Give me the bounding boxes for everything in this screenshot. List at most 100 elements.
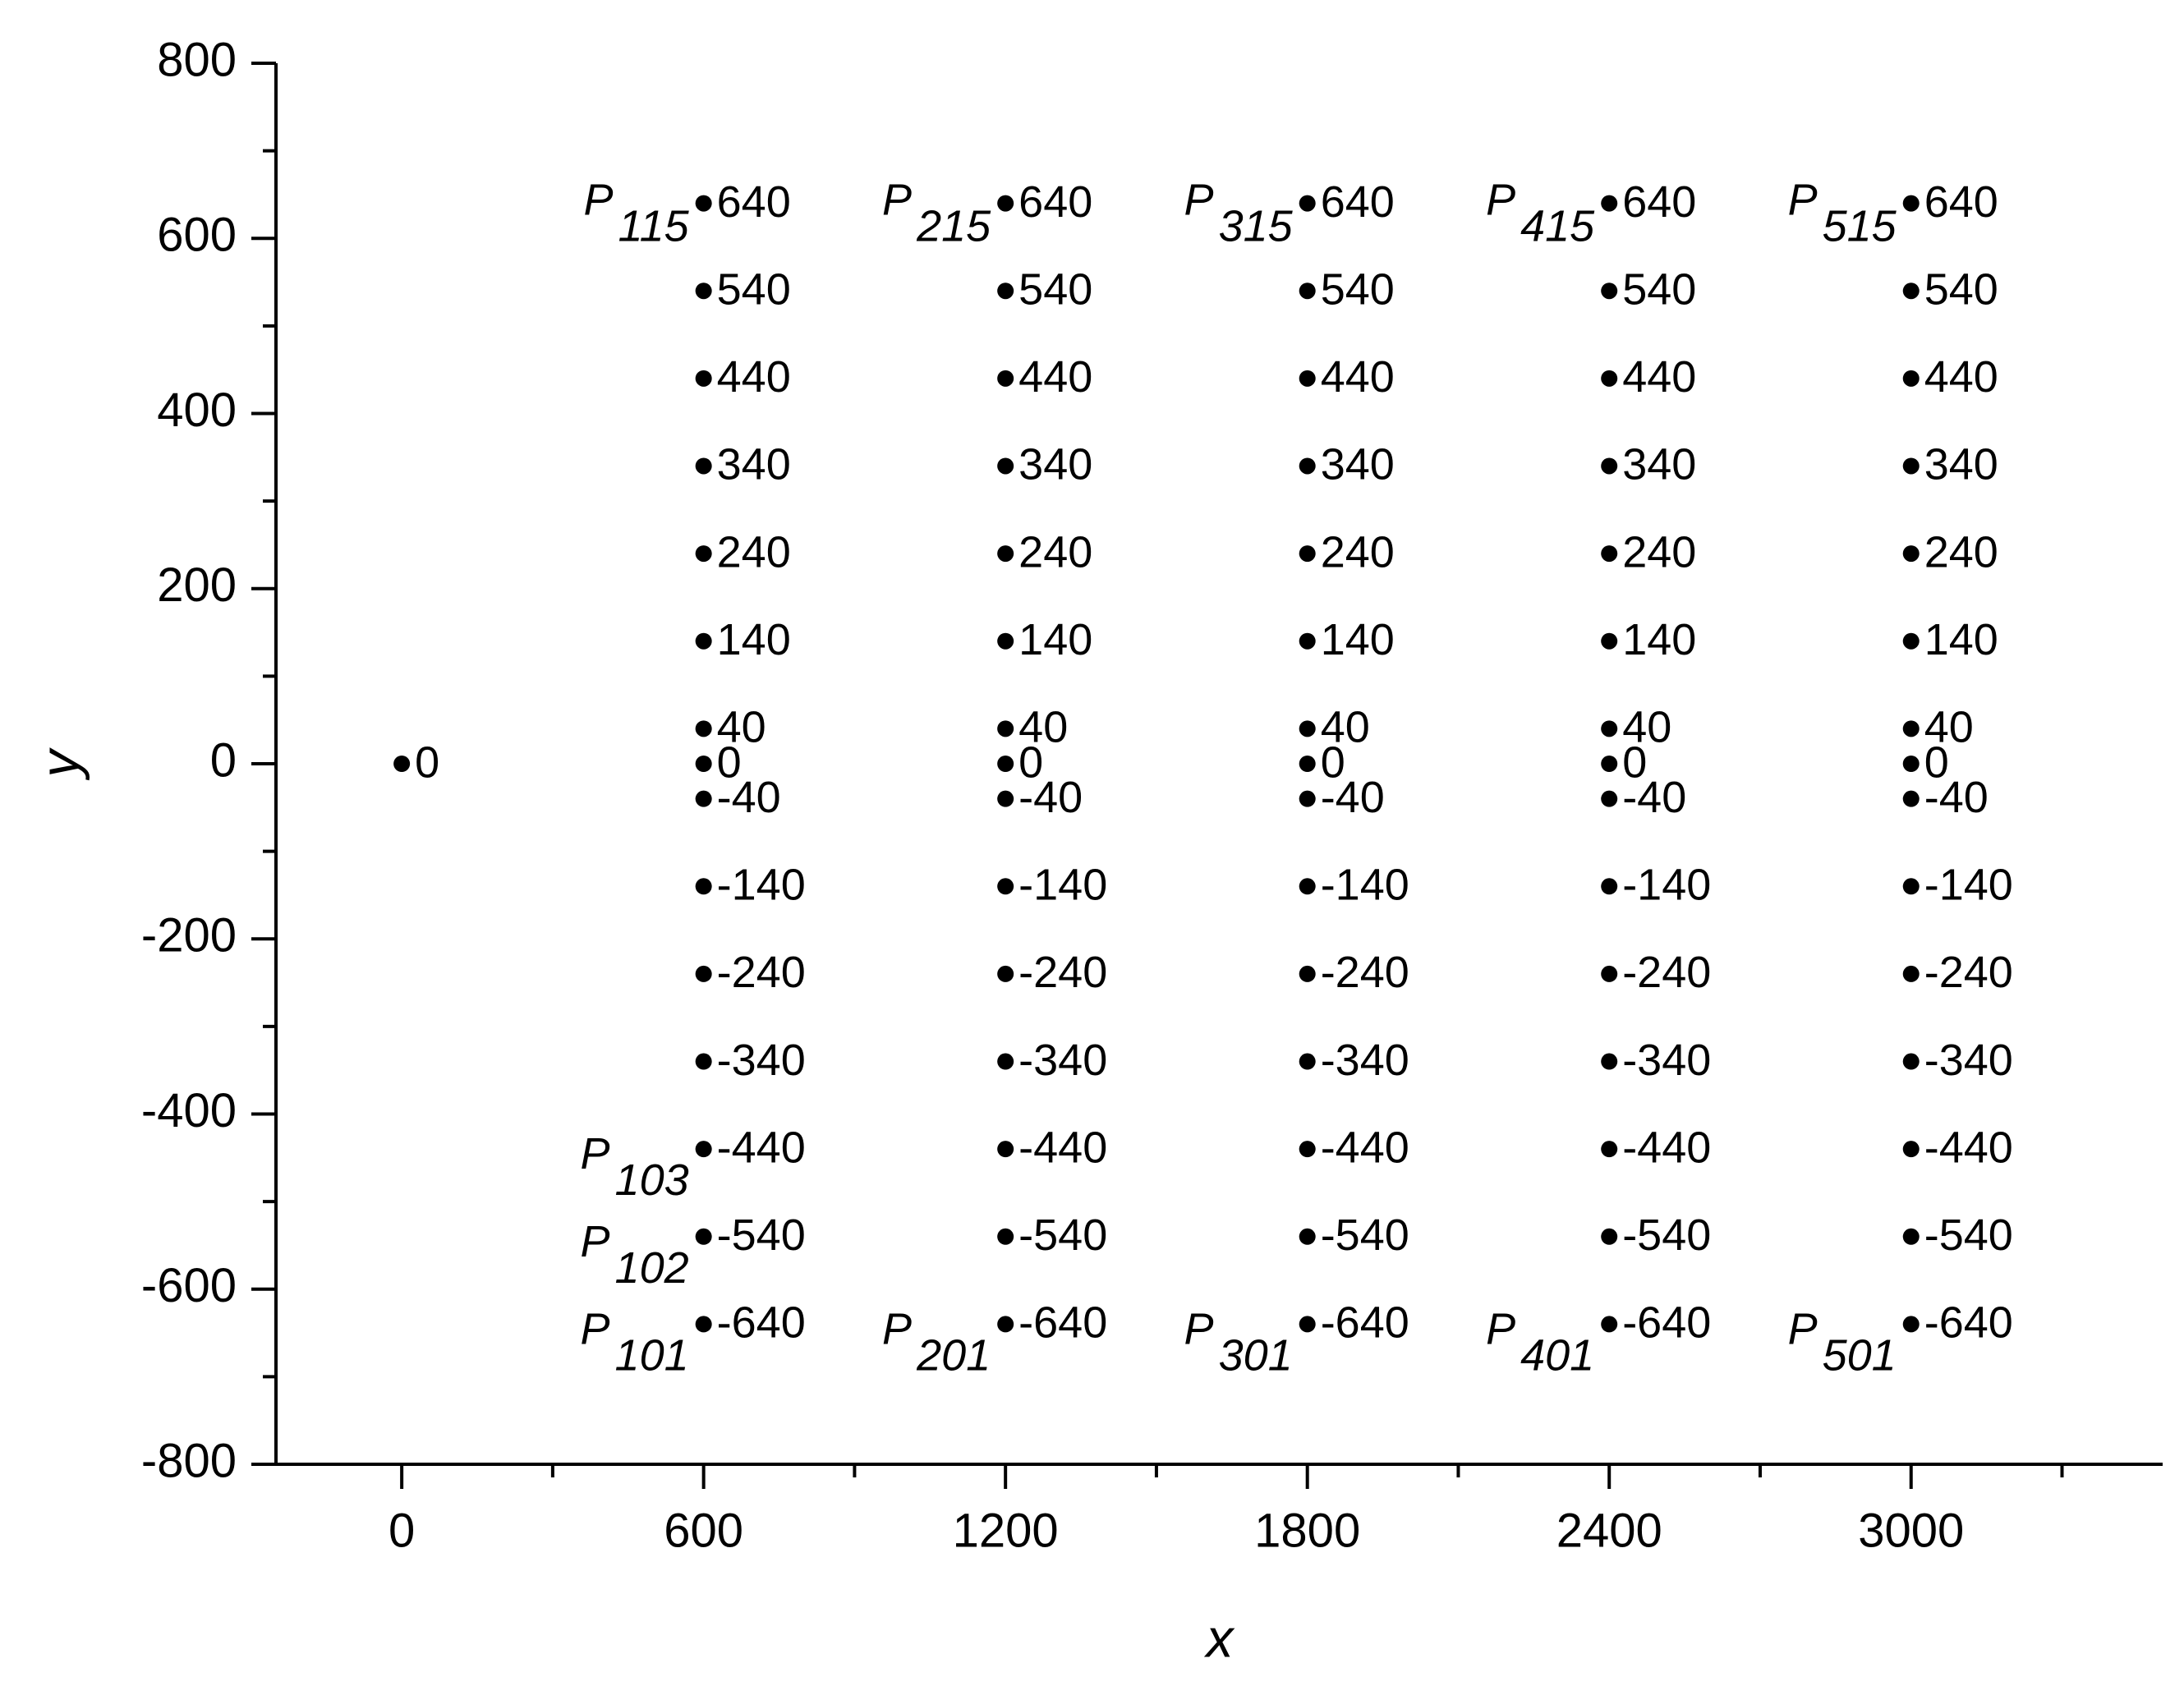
data-label: -640 — [1018, 1298, 1107, 1348]
point — [997, 1228, 1014, 1245]
data-label: -440 — [717, 1123, 806, 1172]
data-label: -140 — [717, 861, 806, 910]
data-label: -540 — [717, 1211, 806, 1260]
y-tick-label: -600 — [141, 1259, 237, 1312]
x-axis-label: x — [1204, 1607, 1235, 1668]
data-label: -240 — [717, 948, 806, 997]
point — [1902, 878, 1920, 895]
point — [695, 1316, 712, 1333]
point — [1299, 1141, 1316, 1158]
point-label: P501 — [1788, 1305, 1897, 1380]
data-label: -140 — [1924, 861, 2013, 910]
point — [1299, 1316, 1316, 1333]
point — [1299, 965, 1316, 982]
point — [1299, 632, 1316, 650]
point — [695, 370, 712, 387]
point — [695, 283, 712, 300]
data-label: 240 — [717, 527, 791, 577]
x-tick-label: 3000 — [1858, 1504, 1964, 1557]
data-label: 440 — [1622, 352, 1696, 402]
data-label: -340 — [1018, 1036, 1107, 1085]
data-label: -40 — [1924, 773, 1989, 822]
data-label: 140 — [1018, 615, 1092, 664]
point — [1902, 283, 1920, 300]
point-label: P515 — [1788, 176, 1897, 251]
point — [1902, 195, 1920, 212]
point — [1601, 720, 1618, 737]
data-label: 540 — [1321, 264, 1395, 314]
point — [1299, 1228, 1316, 1245]
point — [1902, 790, 1920, 807]
data-label: 40 — [1321, 703, 1370, 752]
data-label: 0 — [1018, 737, 1043, 787]
point — [1299, 790, 1316, 807]
data-label: -540 — [1321, 1211, 1409, 1260]
data-label: 240 — [1622, 527, 1696, 577]
data-label: 40 — [1622, 703, 1671, 752]
point-label: P301 — [1184, 1305, 1293, 1380]
data-label: -540 — [1018, 1211, 1107, 1260]
data-label: 40 — [1924, 703, 1974, 752]
point — [1902, 965, 1920, 982]
data-label: 640 — [717, 177, 791, 227]
data-label: 640 — [1924, 177, 1998, 227]
data-label: 440 — [1924, 352, 1998, 402]
point — [1299, 878, 1316, 895]
data-label: 40 — [717, 703, 766, 752]
data-label: -240 — [1321, 948, 1409, 997]
point — [1902, 1141, 1920, 1158]
point — [1601, 457, 1618, 475]
point — [695, 545, 712, 563]
point — [695, 756, 712, 772]
point — [997, 720, 1014, 737]
data-label: 640 — [1321, 177, 1395, 227]
point-label: P201 — [882, 1305, 991, 1380]
point — [1299, 195, 1316, 212]
point — [1299, 756, 1316, 772]
point — [997, 1316, 1014, 1333]
point-label: P401 — [1486, 1305, 1594, 1380]
point-label: P115 — [584, 176, 690, 251]
x-tick-label: 1800 — [1254, 1504, 1360, 1557]
point — [1601, 878, 1618, 895]
data-label: 240 — [1321, 527, 1395, 577]
data-label: 640 — [1018, 177, 1092, 227]
data-label: 240 — [1018, 527, 1092, 577]
point — [1601, 545, 1618, 563]
data-label: 340 — [717, 440, 791, 489]
point — [695, 720, 712, 737]
data-label: 140 — [717, 615, 791, 664]
data-label: 440 — [717, 352, 791, 402]
data-label: -340 — [1321, 1036, 1409, 1085]
data-label: -640 — [1924, 1298, 2013, 1348]
point — [1299, 457, 1316, 475]
x-tick-label: 1200 — [953, 1504, 1059, 1557]
point — [695, 632, 712, 650]
point — [695, 878, 712, 895]
data-label: 240 — [1924, 527, 1998, 577]
point-label: P315 — [1184, 176, 1294, 251]
point — [1601, 632, 1618, 650]
data-label: -40 — [1018, 773, 1083, 822]
point — [1902, 1053, 1920, 1070]
data-label: 0 — [1924, 737, 1949, 787]
y-axis-label: y — [29, 747, 90, 781]
point — [393, 756, 411, 772]
data-label: 340 — [1924, 440, 1998, 489]
point — [695, 1053, 712, 1070]
data-label: -240 — [1924, 948, 2013, 997]
data-label: 640 — [1622, 177, 1696, 227]
data-label: -40 — [1321, 773, 1385, 822]
data-label: -640 — [1321, 1298, 1409, 1348]
x-tick-label: 2400 — [1556, 1504, 1662, 1557]
point — [997, 632, 1014, 650]
point — [997, 965, 1014, 982]
point-label: P415 — [1486, 176, 1595, 251]
data-label: 140 — [1924, 615, 1998, 664]
data-label: -240 — [1018, 948, 1107, 997]
point-label: P101 — [581, 1305, 689, 1380]
data-label: 40 — [1018, 703, 1068, 752]
data-label: 540 — [1018, 264, 1092, 314]
point — [997, 195, 1014, 212]
point — [1299, 370, 1316, 387]
